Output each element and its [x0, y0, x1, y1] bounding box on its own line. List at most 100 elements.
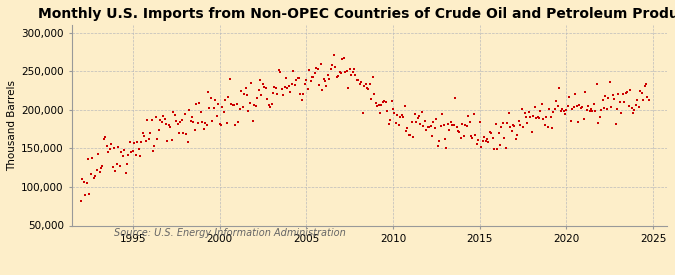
Point	[624, 87, 635, 92]
Point	[398, 114, 408, 119]
Point	[265, 104, 275, 109]
Point	[450, 96, 460, 101]
Point	[528, 114, 539, 118]
Point	[153, 128, 164, 132]
Point	[151, 115, 161, 120]
Point	[599, 106, 610, 110]
Point	[223, 94, 234, 99]
Point	[516, 107, 527, 112]
Point	[168, 110, 179, 114]
Point	[446, 119, 456, 124]
Point	[522, 121, 533, 125]
Point	[210, 98, 221, 103]
Point	[439, 137, 450, 141]
Point	[240, 86, 251, 90]
Point	[364, 81, 375, 86]
Point	[273, 68, 284, 73]
Point	[294, 76, 304, 80]
Point	[246, 81, 256, 86]
Point	[101, 144, 112, 148]
Point	[463, 114, 474, 118]
Point	[560, 111, 570, 116]
Point	[142, 117, 153, 122]
Point	[80, 193, 90, 197]
Point	[169, 113, 180, 118]
Point	[642, 95, 653, 99]
Point	[399, 104, 410, 109]
Point	[292, 76, 303, 80]
Point	[92, 152, 103, 156]
Point	[590, 108, 601, 113]
Point	[286, 82, 297, 86]
Point	[526, 130, 537, 135]
Point	[541, 115, 551, 119]
Point	[461, 124, 472, 129]
Point	[317, 87, 327, 92]
Point	[87, 156, 98, 160]
Point	[578, 116, 589, 121]
Point	[438, 122, 449, 127]
Point	[335, 71, 346, 75]
Point	[629, 108, 640, 112]
Point	[195, 110, 206, 114]
Point	[171, 119, 182, 123]
Point	[593, 120, 603, 125]
Point	[333, 74, 344, 79]
Point	[363, 87, 374, 91]
Point	[487, 136, 498, 141]
Point	[371, 101, 381, 105]
Point	[596, 108, 607, 112]
Point	[114, 164, 125, 169]
Point	[572, 119, 583, 124]
Point	[404, 133, 414, 137]
Point	[547, 125, 558, 130]
Point	[88, 175, 99, 180]
Point	[107, 165, 118, 169]
Point	[275, 70, 286, 74]
Point	[269, 84, 280, 89]
Point	[608, 93, 618, 98]
Point	[291, 78, 302, 82]
Point	[418, 124, 429, 128]
Point	[202, 90, 213, 95]
Point	[281, 76, 292, 80]
Point	[574, 103, 585, 107]
Point	[597, 98, 608, 102]
Point	[163, 123, 174, 127]
Point	[237, 105, 248, 109]
Point	[456, 136, 466, 140]
Point	[167, 138, 178, 142]
Point	[362, 86, 373, 90]
Point	[415, 122, 426, 126]
Point	[637, 91, 647, 95]
Point	[239, 92, 250, 96]
Point	[139, 134, 150, 138]
Point	[124, 139, 135, 144]
Point	[489, 147, 500, 152]
Point	[481, 137, 492, 141]
Point	[423, 125, 433, 129]
Point	[161, 122, 171, 126]
Point	[567, 107, 578, 112]
Point	[564, 94, 574, 99]
Point	[148, 148, 159, 153]
Point	[473, 137, 484, 142]
Point	[78, 180, 89, 185]
Point	[531, 116, 541, 120]
Point	[566, 119, 576, 123]
Point	[427, 134, 437, 139]
Point	[534, 116, 545, 120]
Point	[221, 120, 232, 125]
Point	[182, 140, 193, 144]
Point	[448, 123, 459, 127]
Point	[346, 73, 356, 77]
Point	[551, 99, 562, 103]
Point	[451, 125, 462, 129]
Point	[209, 106, 219, 111]
Point	[77, 177, 88, 181]
Point	[279, 85, 290, 89]
Point	[250, 104, 261, 109]
Point	[198, 126, 209, 131]
Point	[225, 102, 236, 107]
Point	[205, 96, 216, 100]
